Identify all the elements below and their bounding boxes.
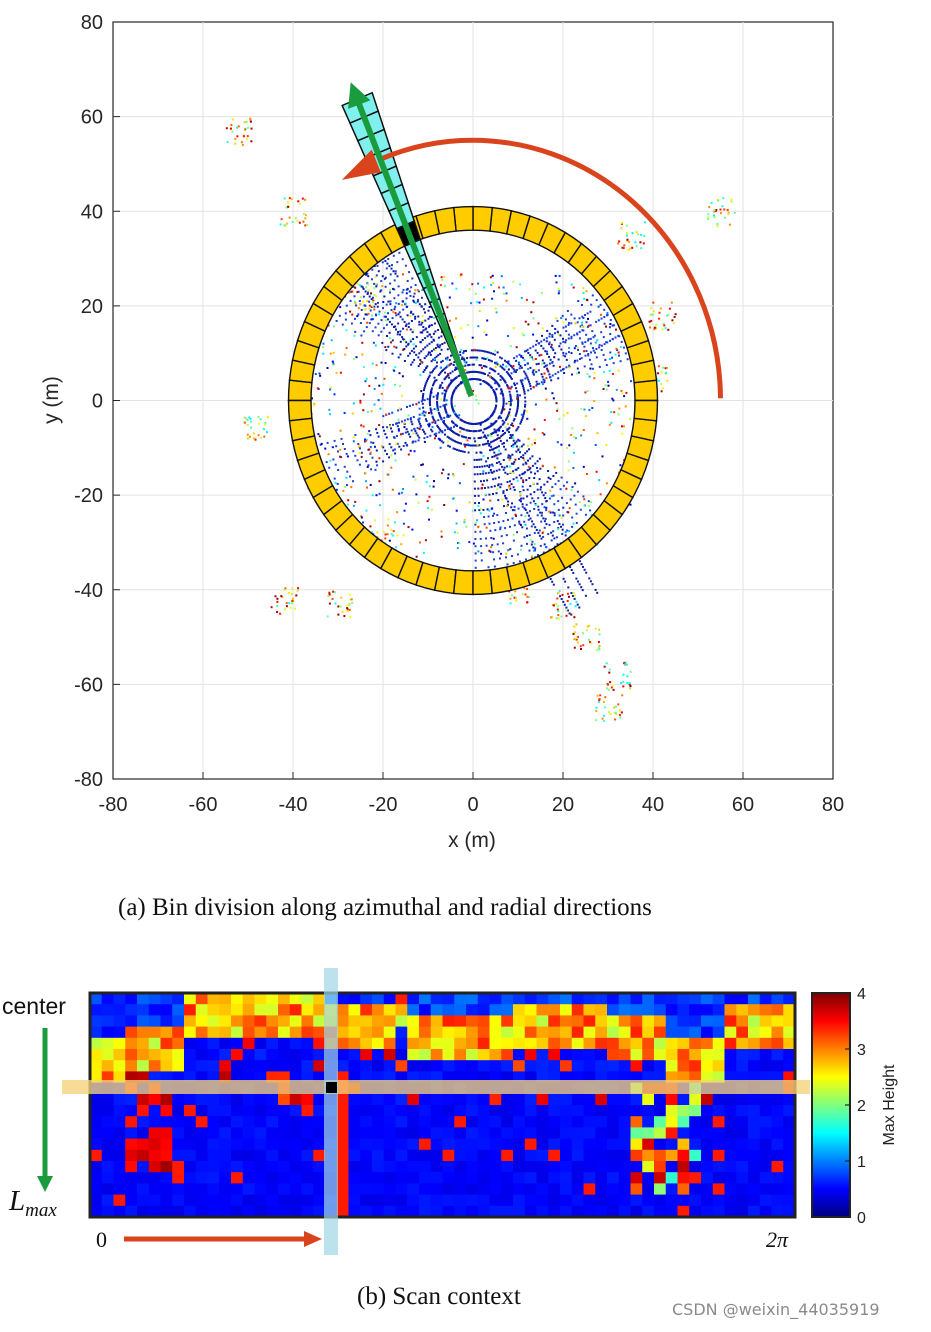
x-tick-label: -60 bbox=[189, 794, 218, 816]
lmax-label: Lmax bbox=[8, 1185, 57, 1221]
colorbar-tick-label: 1 bbox=[857, 1154, 866, 1171]
radial-arrow bbox=[348, 82, 475, 398]
caption-b: (b) Scan context bbox=[357, 1283, 521, 1310]
lmax-label-main: L bbox=[8, 1185, 25, 1217]
selected-bin bbox=[326, 1082, 337, 1093]
azimuth-arrow-head bbox=[341, 149, 381, 180]
x-tick-label: 60 bbox=[732, 794, 754, 816]
colorbar-tick-label: 0 bbox=[857, 1210, 866, 1227]
y-tick-label: -40 bbox=[74, 580, 103, 602]
colorbar-ticks: 4 3 2 1 0 bbox=[845, 986, 866, 1227]
colorbar-label: Max Height bbox=[881, 1064, 898, 1145]
ring-bin bbox=[287, 379, 313, 402]
colorbar-tick-label: 4 bbox=[857, 986, 866, 1003]
caption-a: (a) Bin division along azimuthal and rad… bbox=[118, 894, 652, 921]
x-tick-label: -80 bbox=[99, 794, 128, 816]
ring-bin bbox=[633, 379, 659, 402]
ring-bin bbox=[452, 569, 474, 596]
plot-a-ticks: -80 -60 -40 -20 0 20 40 60 80 80 60 40 20 0 -20 -40 -60 -… bbox=[74, 12, 844, 816]
ring-highlight-band bbox=[62, 1080, 810, 1094]
y-tick-label: 80 bbox=[81, 12, 103, 34]
x-end-label: 2π bbox=[766, 1227, 789, 1252]
ring-bin bbox=[472, 205, 494, 232]
ring-bin bbox=[489, 206, 513, 235]
scan-context-heatmap bbox=[90, 993, 796, 1218]
ring-bin bbox=[452, 205, 474, 232]
x-tick-label: 0 bbox=[467, 794, 478, 816]
ring-bin bbox=[633, 399, 659, 422]
azimuth-direction-arrow-head bbox=[304, 1231, 322, 1247]
plot-a: -80 -60 -40 -20 0 20 40 60 80 80 60 40 20 0 -20 -40 -60 -… bbox=[40, 12, 844, 852]
y-tick-label: -20 bbox=[74, 485, 103, 507]
lmax-label-sub: max bbox=[25, 1200, 57, 1221]
x-axis-label: x (m) bbox=[448, 829, 496, 852]
watermark: CSDN @weixin_44035919 bbox=[672, 1300, 880, 1319]
ring-bin bbox=[287, 399, 313, 422]
x-tick-label: -40 bbox=[279, 794, 308, 816]
ring-bin bbox=[288, 359, 316, 384]
ring-bin bbox=[630, 417, 658, 442]
x-start-label: 0 bbox=[96, 1227, 107, 1252]
center-label: center bbox=[2, 993, 66, 1019]
colorbar-tick-label: 3 bbox=[857, 1042, 866, 1059]
heatmap-frame bbox=[88, 991, 797, 1219]
x-tick-label: -20 bbox=[369, 794, 398, 816]
y-tick-label: -80 bbox=[74, 769, 103, 791]
sector-highlight-band bbox=[324, 968, 338, 1255]
y-axis-label: y (m) bbox=[40, 376, 63, 424]
point-cloud bbox=[225, 117, 736, 722]
plot-b: center Lmax 0 2π 4 3 2 1 0 Max Height bbox=[2, 968, 898, 1255]
radial-direction-arrow-head bbox=[37, 1176, 53, 1192]
y-tick-label: 0 bbox=[92, 391, 103, 413]
x-tick-label: 80 bbox=[822, 794, 844, 816]
y-tick-label: 60 bbox=[81, 107, 103, 129]
x-tick-label: 40 bbox=[642, 794, 664, 816]
y-tick-label: 40 bbox=[81, 201, 103, 223]
x-tick-label: 20 bbox=[552, 794, 574, 816]
azimuth-arrow bbox=[379, 137, 723, 399]
ring-bin bbox=[433, 566, 457, 595]
y-tick-label: 20 bbox=[81, 296, 103, 318]
ring-bin bbox=[472, 569, 494, 596]
y-tick-label: -60 bbox=[74, 674, 103, 696]
azimuthal-ring bbox=[287, 205, 659, 596]
colorbar-tick-label: 2 bbox=[857, 1098, 866, 1115]
colorbar bbox=[811, 992, 851, 1218]
